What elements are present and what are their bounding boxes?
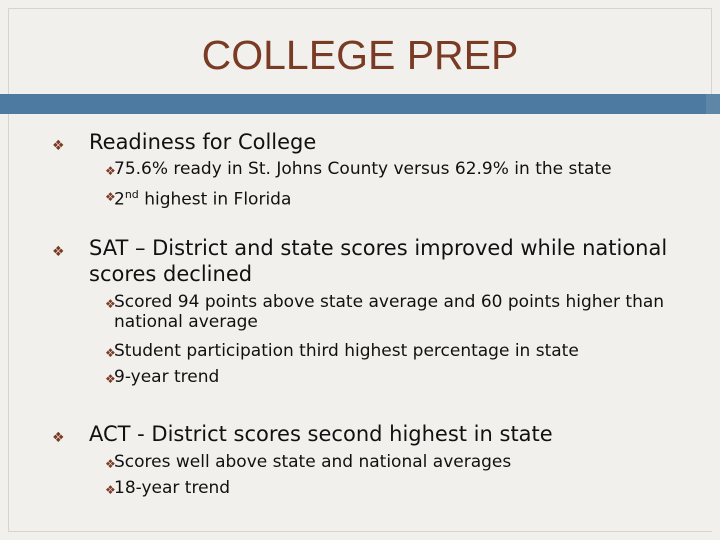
bullet-sat: ❖ SAT – District and state scores improv… — [52, 235, 672, 287]
sub-bullet: ❖ 9-year trend — [105, 367, 665, 387]
sub-bullet-text: Scores well above state and national ave… — [114, 452, 512, 472]
diamond-bullet-icon: ❖ — [105, 164, 116, 178]
diamond-bullet-icon: ❖ — [52, 138, 65, 154]
sub-bullet-text: Scored 94 points above state average and… — [114, 292, 665, 332]
sub-bullet: ❖ Student participation third highest pe… — [105, 341, 665, 361]
diamond-bullet-icon: ❖ — [105, 457, 116, 471]
diamond-bullet-icon: ❖ — [52, 430, 65, 446]
diamond-bullet-icon: ❖ — [105, 483, 116, 497]
bullet-text: ACT - District scores second highest in … — [89, 422, 553, 446]
sub-bullet: ❖ Scored 94 points above state average a… — [105, 292, 665, 332]
diamond-bullet-icon: ❖ — [52, 244, 65, 260]
sub-bullet: ❖ 18-year trend — [105, 478, 665, 498]
diamond-bullet-icon: ❖ — [105, 372, 116, 386]
sub-bullet-text: Student participation third highest perc… — [114, 341, 579, 361]
sub-bullet-text: 9-year trend — [114, 367, 220, 387]
bullet-readiness: ❖ Readiness for College — [52, 129, 672, 155]
sub-bullet-text: 75.6% ready in St. Johns County versus 6… — [114, 159, 612, 179]
sub-bullet: ❖ 2nd highest in Florida — [105, 185, 665, 210]
slide-title: COLLEGE PREP — [201, 32, 519, 78]
bullet-act: ❖ ACT - District scores second highest i… — [52, 421, 672, 447]
title-bar — [0, 94, 706, 114]
diamond-bullet-icon: ❖ — [105, 190, 116, 204]
sub-bullet-text: 18-year trend — [114, 478, 231, 498]
diamond-bullet-icon: ❖ — [105, 297, 116, 311]
bullet-text: Readiness for College — [89, 130, 317, 154]
frame-bottom — [8, 531, 712, 532]
frame-top — [8, 8, 712, 95]
bullet-text: SAT – District and state scores improved… — [89, 236, 668, 286]
sub-bullet-text: 2nd highest in Florida — [114, 188, 292, 210]
sub-bullet: ❖ 75.6% ready in St. Johns County versus… — [105, 159, 665, 179]
sub-bullet: ❖ Scores well above state and national a… — [105, 452, 665, 472]
title-bar-cap — [706, 94, 720, 114]
frame-left — [8, 94, 9, 532]
diamond-bullet-icon: ❖ — [105, 346, 116, 360]
